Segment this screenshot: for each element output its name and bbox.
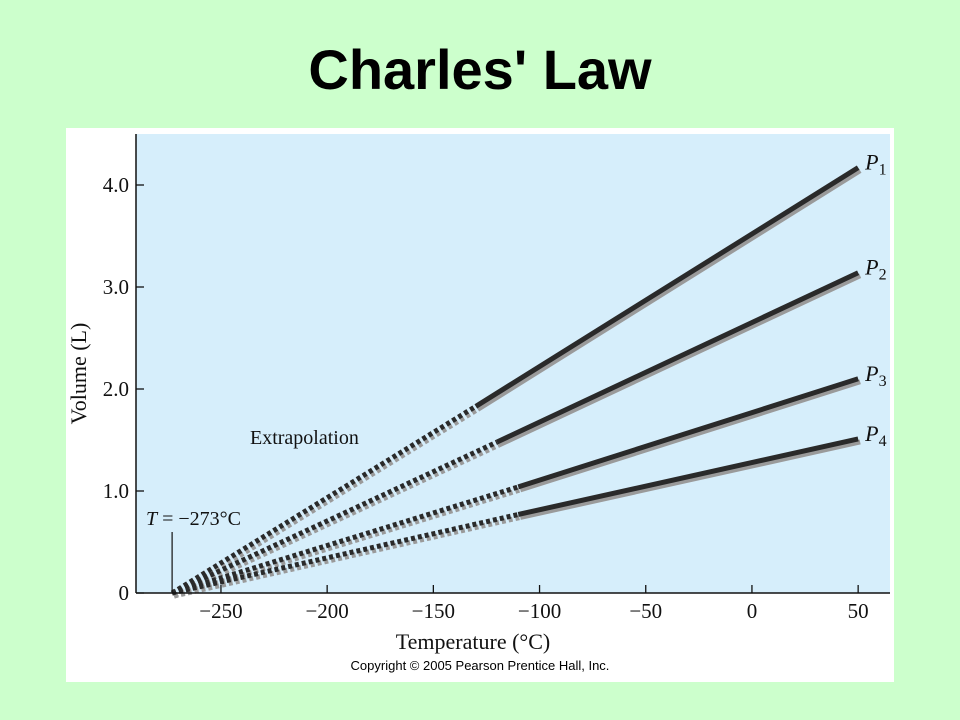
absolute-zero-annotation: T = −273°C	[146, 508, 241, 530]
y-tick-label: 3.0	[103, 275, 129, 299]
measured-line	[517, 436, 859, 517]
figure-panel: −250 −200 −150 −100 −50 0 50 0 1.0 2.0 3.0 4.0 P1 P2…	[66, 128, 894, 682]
series-label-letter: P	[864, 255, 878, 280]
y-tick-label: 4.0	[103, 173, 129, 197]
extrapolation-annotation: Extrapolation	[250, 427, 359, 449]
copyright-notice: Copyright © 2005 Pearson Prentice Hall, …	[350, 658, 610, 673]
series-label-letter: P	[864, 421, 878, 446]
measured-shadow	[519, 439, 861, 520]
x-tick-label: −50	[629, 599, 662, 623]
x-tick-label: −100	[518, 599, 561, 623]
series-p3	[171, 376, 861, 599]
x-tick-label: 50	[848, 599, 869, 623]
y-tick-label: 1.0	[103, 479, 129, 503]
measured-shadow	[519, 379, 861, 493]
extrapolation-shadow	[173, 487, 522, 599]
series-label-p3: P3	[864, 361, 886, 390]
x-tick-label: 0	[747, 599, 758, 623]
extrapolation-line	[171, 512, 519, 596]
series-layer	[170, 165, 862, 599]
measured-line	[496, 270, 860, 445]
extrapolation-line	[170, 404, 478, 596]
measured-shadow	[476, 168, 862, 412]
extrapolation-line	[171, 439, 499, 596]
series-p1	[170, 165, 862, 599]
extrapolation-line	[171, 484, 520, 596]
measured-line	[474, 165, 860, 409]
x-axis-title: Temperature (°C)	[396, 629, 550, 654]
series-p4	[171, 436, 861, 599]
series-label-p2: P2	[864, 255, 886, 284]
extrapolation-shadow	[172, 407, 480, 599]
measured-shadow	[498, 273, 862, 448]
measured-line	[517, 376, 859, 490]
x-tick-label: −250	[199, 599, 242, 623]
series-label-subscript: 4	[879, 433, 887, 450]
series-label-letter: P	[864, 361, 878, 386]
absolute-zero-symbol: T	[146, 508, 159, 530]
y-tick-label: 0	[119, 581, 130, 605]
absolute-zero-value: = −273°C	[157, 508, 241, 530]
series-p2	[171, 270, 862, 599]
series-label-subscript: 3	[879, 373, 887, 390]
extrapolation-shadow	[173, 515, 521, 599]
extrapolation-shadow	[173, 442, 501, 599]
series-label-subscript: 1	[879, 162, 887, 179]
axes-layer	[135, 134, 890, 594]
x-tick-label: −200	[305, 599, 348, 623]
y-tick-label: 2.0	[103, 377, 129, 401]
series-label-p4: P4	[864, 421, 886, 450]
slide-title: Charles' Law	[308, 38, 652, 101]
y-axis-title: Volume (L)	[66, 323, 91, 425]
series-label-p1: P1	[864, 150, 886, 179]
ticks-layer: −250 −200 −150 −100 −50 0 50 0 1.0 2.0 3.0 4.0	[103, 173, 869, 623]
series-label-letter: P	[864, 150, 878, 175]
plot-area	[136, 134, 890, 593]
series-label-subscript: 2	[879, 267, 887, 284]
x-tick-label: −150	[412, 599, 455, 623]
